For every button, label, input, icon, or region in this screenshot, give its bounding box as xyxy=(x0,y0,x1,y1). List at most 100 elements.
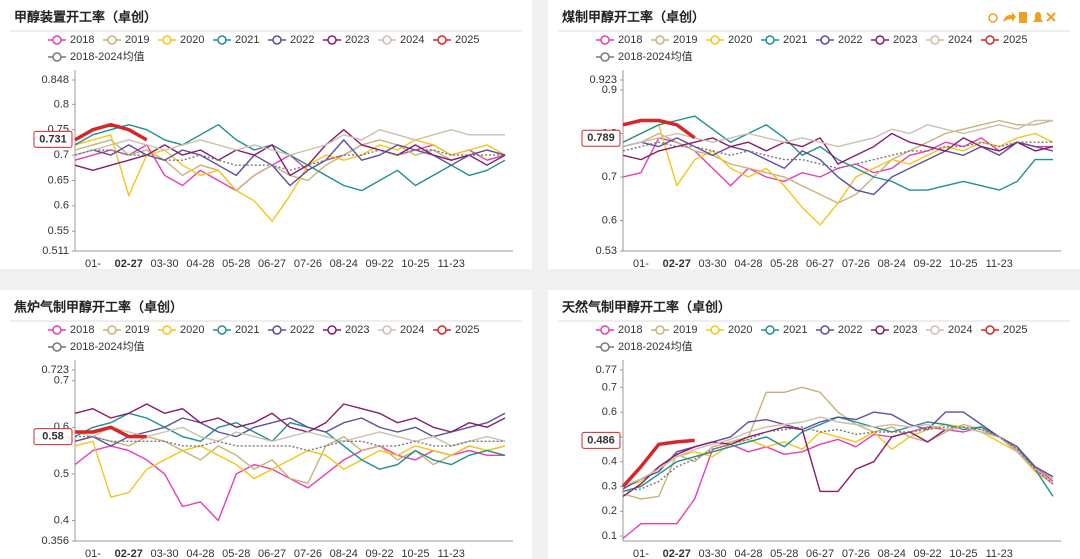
x-tick-label: 11-23 xyxy=(986,258,1013,270)
fullscreen-icon[interactable] xyxy=(1046,12,1056,22)
series-line xyxy=(622,124,1054,226)
share-icon[interactable] xyxy=(1003,12,1016,22)
legend-label: 2024 xyxy=(948,324,972,336)
x-tick-label: 02-27 xyxy=(115,548,143,559)
series-line xyxy=(74,403,506,433)
legend-label: 2022 xyxy=(838,34,862,46)
x-tick-label: 10-25 xyxy=(949,258,977,270)
chart-panel: 煤制甲醇开工率（卓创） 2018 2019 2020 2021 2022 2023 2024 2… xyxy=(548,0,1080,270)
chart-title: 天然气制甲醇开工率（卓创） xyxy=(562,299,731,314)
legend-item: 2021 xyxy=(761,324,807,336)
x-tick-label: 03-30 xyxy=(699,548,727,559)
x-tick-label: 08-24 xyxy=(878,548,906,559)
legend-marker xyxy=(52,342,62,352)
legend-item: 2024 xyxy=(378,324,424,336)
x-tick-label: 08-24 xyxy=(878,258,906,270)
legend-item: 2021 xyxy=(761,34,807,46)
legend-item: 2019 xyxy=(103,324,149,336)
series-line xyxy=(74,129,505,156)
y-tick-label: 0.7 xyxy=(602,381,617,393)
legend-item: 2022 xyxy=(816,34,862,46)
current-label: 0.731 xyxy=(39,133,67,145)
x-tick-label: 10-25 xyxy=(401,258,429,270)
x-tick-label: 02-27 xyxy=(115,258,143,270)
legend-marker xyxy=(382,35,392,45)
legend-item: 2024 xyxy=(926,324,972,336)
y-tick-label: 0.511 xyxy=(42,245,69,257)
legend-item: 2018-2024均值 xyxy=(596,340,693,353)
legend-marker xyxy=(327,35,337,45)
x-tick-label: 09-22 xyxy=(366,548,394,559)
x-tick-label: 03-30 xyxy=(151,258,179,270)
current-label: 0.58 xyxy=(42,431,63,443)
legend-item: 2018 xyxy=(596,34,642,46)
refresh-icon[interactable] xyxy=(988,13,998,23)
chart-title: 煤制甲醇开工率（卓创） xyxy=(562,9,705,24)
legend-item: 2025 xyxy=(433,324,479,336)
legend-marker xyxy=(600,35,610,45)
legend-label: 2021 xyxy=(235,34,259,46)
y-tick-label: 0.5 xyxy=(54,468,69,480)
x-tick-label: 09-22 xyxy=(914,548,942,559)
chart-panel: 天然气制甲醇开工率（卓创） 2018 2019 2020 2021 2022 2023 202… xyxy=(548,290,1080,559)
y-tick-label: 0.4 xyxy=(602,456,617,468)
x-tick-label: 07-26 xyxy=(294,258,322,270)
legend-label: 2020 xyxy=(728,324,752,336)
x-tick-label: 08-24 xyxy=(330,258,358,270)
x-tick-label: 10-25 xyxy=(401,548,429,559)
toolbox[interactable] xyxy=(988,12,1056,23)
legend-label: 2020 xyxy=(180,34,204,46)
y-tick-label: 0.77 xyxy=(596,364,617,376)
legend-marker xyxy=(655,325,665,335)
legend-label: 2018-2024均值 xyxy=(618,50,693,63)
legend-label: 2024 xyxy=(948,34,972,46)
y-tick-label: 0.356 xyxy=(41,535,69,547)
legend-marker xyxy=(820,35,830,45)
y-tick-label: 0.8 xyxy=(54,98,69,110)
legend-label: 2022 xyxy=(838,324,862,336)
legend-marker xyxy=(162,35,172,45)
legend-marker xyxy=(875,35,885,45)
y-tick-label: 0.2 xyxy=(602,505,617,517)
legend-item: 2018-2024均值 xyxy=(48,340,145,353)
legend-label: 2023 xyxy=(345,324,369,336)
legend-label: 2025 xyxy=(1003,324,1027,336)
series-line xyxy=(74,149,505,171)
legend-label: 2020 xyxy=(180,324,204,336)
y-tick-label: 0.7 xyxy=(54,375,69,387)
x-tick-label: 07-26 xyxy=(294,548,322,559)
x-tick-label: 11-23 xyxy=(438,548,465,559)
series-line xyxy=(75,435,505,452)
legend-label: 2018 xyxy=(618,34,642,46)
legend-marker xyxy=(600,342,610,352)
y-tick-label: 0.6 xyxy=(602,214,617,226)
legend-marker xyxy=(820,325,830,335)
chart-title: 焦炉气制甲醇开工率（卓创） xyxy=(13,299,183,314)
legend-label: 2020 xyxy=(728,34,752,46)
chart-panel: 焦炉气制甲醇开工率（卓创） 2018 2019 2020 2021 2022 2023 202… xyxy=(0,290,532,559)
x-tick-label: 04-28 xyxy=(734,548,762,559)
series-line xyxy=(622,132,1054,165)
legend-marker xyxy=(930,325,940,335)
legend-label: 2018-2024均值 xyxy=(70,50,145,63)
download-icon[interactable] xyxy=(1019,12,1027,23)
series-line xyxy=(622,115,1053,191)
series-line xyxy=(75,425,147,439)
alert-icon[interactable] xyxy=(1033,12,1043,22)
legend-label: 2025 xyxy=(1003,34,1027,46)
legend-marker xyxy=(217,325,227,335)
current-box xyxy=(581,431,621,449)
legend-item: 2022 xyxy=(268,34,314,46)
legend-marker xyxy=(437,325,447,335)
legend-item: 2022 xyxy=(816,324,862,336)
y-tick-label: 0.6 xyxy=(54,200,69,212)
y-tick-label: 0.7 xyxy=(54,149,69,161)
legend-item: 2018 xyxy=(48,324,94,336)
y-tick-label: 0.53 xyxy=(596,245,617,257)
y-tick-label: 0.1 xyxy=(602,530,617,542)
legend-marker xyxy=(600,52,610,62)
y-tick-label: 0.3 xyxy=(602,480,617,492)
legend-item: 2024 xyxy=(378,34,424,46)
legend-item: 2018 xyxy=(48,34,94,46)
